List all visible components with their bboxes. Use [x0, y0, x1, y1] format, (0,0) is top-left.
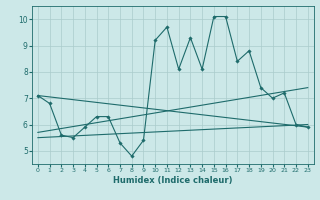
X-axis label: Humidex (Indice chaleur): Humidex (Indice chaleur): [113, 176, 233, 185]
